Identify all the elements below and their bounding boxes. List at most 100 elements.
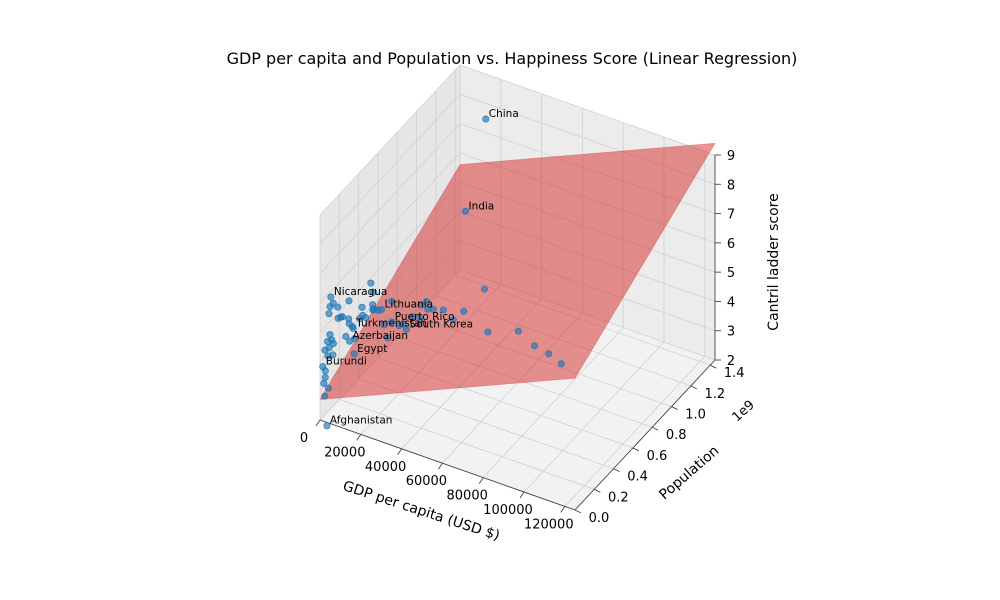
point-label: Burundi	[326, 356, 367, 368]
x-tick-label: 120000	[524, 517, 574, 532]
data-point	[348, 323, 356, 331]
regression-plane	[319, 142, 716, 400]
y-tick-mark	[671, 406, 678, 410]
data-point	[351, 335, 359, 343]
data-point	[324, 352, 332, 360]
data-point	[324, 384, 332, 392]
data-point	[424, 305, 432, 313]
point-label: Afghanistan	[330, 415, 393, 427]
point-label: Puerto Rico	[395, 311, 455, 323]
data-point	[325, 344, 333, 352]
y-tick-mark	[709, 364, 717, 369]
z-grid-side	[319, 94, 461, 245]
data-point	[342, 332, 350, 340]
data-point	[327, 293, 335, 301]
z-grid-side	[319, 64, 461, 216]
z-tick-label: 5	[727, 266, 735, 281]
x-tick-label: 60000	[406, 474, 447, 489]
x-grid-floor	[523, 341, 665, 493]
data-point	[399, 320, 407, 328]
point-label: Nicaragua	[334, 286, 387, 298]
data-point	[531, 342, 539, 350]
y-grid-floor	[339, 398, 595, 490]
z-grid-back	[459, 64, 716, 156]
y-axis-line	[574, 359, 716, 511]
data-point	[402, 325, 410, 333]
data-point	[480, 285, 488, 293]
data-point	[369, 288, 377, 296]
x-tick-label: 100000	[483, 503, 533, 518]
data-point	[329, 299, 337, 307]
x-grid-floor	[482, 327, 624, 478]
z-tick-label: 6	[727, 237, 735, 252]
data-point	[321, 392, 329, 400]
x-tick-mark	[560, 506, 566, 513]
data-point	[514, 327, 522, 335]
y-tick-mark	[594, 488, 601, 493]
data-point	[461, 207, 469, 215]
z-axis-label: Cantril ladder score	[766, 193, 782, 330]
data-point	[417, 301, 425, 309]
y-tick-label: 1.2	[705, 387, 726, 402]
x-tick-mark	[438, 462, 443, 470]
y-tick-mark	[632, 447, 640, 452]
point-label: Azerbaijan	[353, 330, 409, 342]
data-point	[359, 311, 367, 319]
x-tick-mark	[478, 477, 484, 484]
z-tick-label: 4	[727, 295, 735, 310]
y-tick-mark	[613, 468, 620, 473]
point-label: Turkmenistan	[355, 317, 427, 329]
x-tick-mark	[519, 491, 525, 499]
data-point	[384, 334, 392, 342]
x-tick-mark	[397, 448, 402, 456]
axis-lines	[315, 154, 721, 514]
point-label: South Korea	[409, 318, 473, 330]
data-point	[409, 313, 417, 321]
y-tick-mark	[652, 426, 659, 431]
y-tick-label: 0.4	[627, 470, 648, 485]
data-point	[423, 298, 431, 306]
x-tick-label: 20000	[324, 445, 365, 460]
x-tick-mark	[356, 434, 362, 441]
data-point	[345, 315, 353, 323]
point-label: China	[489, 108, 519, 120]
data-point	[557, 360, 565, 368]
x-tick-mark	[315, 419, 321, 427]
data-point	[439, 306, 447, 314]
y-tick-label: 1.4	[724, 366, 745, 381]
z-grid-side	[319, 123, 461, 274]
y-offset-label: 1e9	[730, 398, 758, 426]
z-tick-label: 8	[727, 178, 735, 193]
z-tick-label: 3	[727, 325, 735, 340]
x-tick-label: 40000	[365, 460, 406, 475]
data-point	[325, 310, 333, 318]
point-label: Egypt	[357, 343, 387, 355]
data-point	[334, 314, 342, 322]
data-point	[358, 303, 366, 311]
data-layer	[319, 115, 716, 430]
data-point	[388, 297, 396, 305]
data-point	[380, 321, 388, 329]
data-point	[321, 367, 329, 375]
y-tick-label: 0.2	[608, 490, 629, 505]
x-tick-label: 0	[300, 431, 308, 446]
y-tick-label: 0.0	[589, 511, 610, 526]
data-point	[370, 305, 378, 313]
data-point	[350, 350, 358, 358]
point-label: India	[468, 200, 494, 212]
z-tick-label: 7	[727, 208, 735, 223]
data-point	[416, 314, 424, 322]
z-grid-side	[319, 152, 461, 304]
data-point	[460, 307, 468, 315]
y-tick-mark	[690, 385, 698, 390]
data-point	[324, 338, 332, 346]
y-tick-label: 1.0	[685, 408, 706, 423]
data-point	[334, 303, 342, 311]
y-tick-label: 0.8	[666, 428, 687, 443]
y-tick-mark	[574, 509, 582, 514]
z-tick-label: 9	[727, 149, 735, 164]
chart-title: GDP per capita and Population vs. Happin…	[227, 49, 798, 68]
